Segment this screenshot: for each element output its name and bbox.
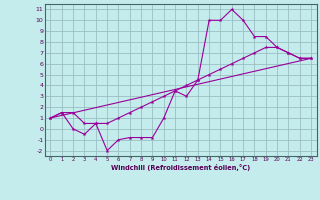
- X-axis label: Windchill (Refroidissement éolien,°C): Windchill (Refroidissement éolien,°C): [111, 164, 251, 171]
